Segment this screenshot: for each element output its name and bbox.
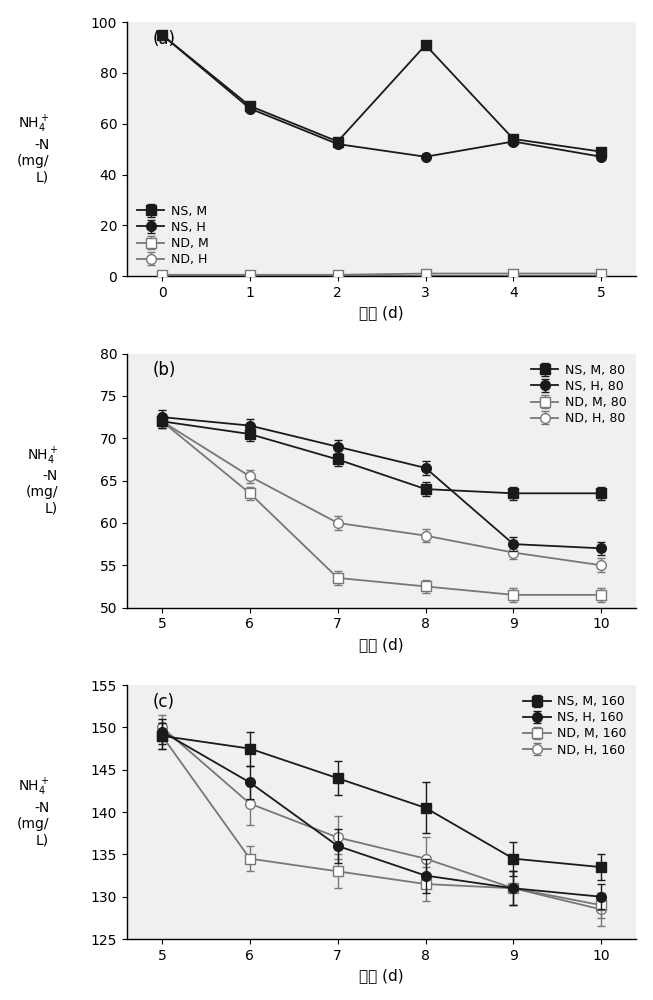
Legend: NS, M, 80, NS, H, 80, ND, M, 80, ND, H, 80: NS, M, 80, NS, H, 80, ND, M, 80, ND, H, … [527, 360, 630, 429]
Text: (c): (c) [152, 693, 174, 711]
Y-axis label: NH$_4^+$
-N
(mg/
L): NH$_4^+$ -N (mg/ L) [17, 114, 49, 184]
Legend: NS, M, NS, H, ND, M, ND, H: NS, M, NS, H, ND, M, ND, H [133, 201, 212, 270]
Y-axis label: NH$_4^+$
-N
(mg/
L): NH$_4^+$ -N (mg/ L) [17, 777, 49, 847]
X-axis label: 时间 (d): 时间 (d) [359, 968, 404, 983]
Text: (b): (b) [152, 361, 176, 379]
X-axis label: 时间 (d): 时间 (d) [359, 637, 404, 652]
Text: (a): (a) [152, 30, 176, 48]
X-axis label: 时间 (d): 时间 (d) [359, 305, 404, 320]
Y-axis label: NH$_4^+$
-N
(mg/
L): NH$_4^+$ -N (mg/ L) [25, 446, 58, 516]
Legend: NS, M, 160, NS, H, 160, ND, M, 160, ND, H, 160: NS, M, 160, NS, H, 160, ND, M, 160, ND, … [519, 691, 630, 760]
